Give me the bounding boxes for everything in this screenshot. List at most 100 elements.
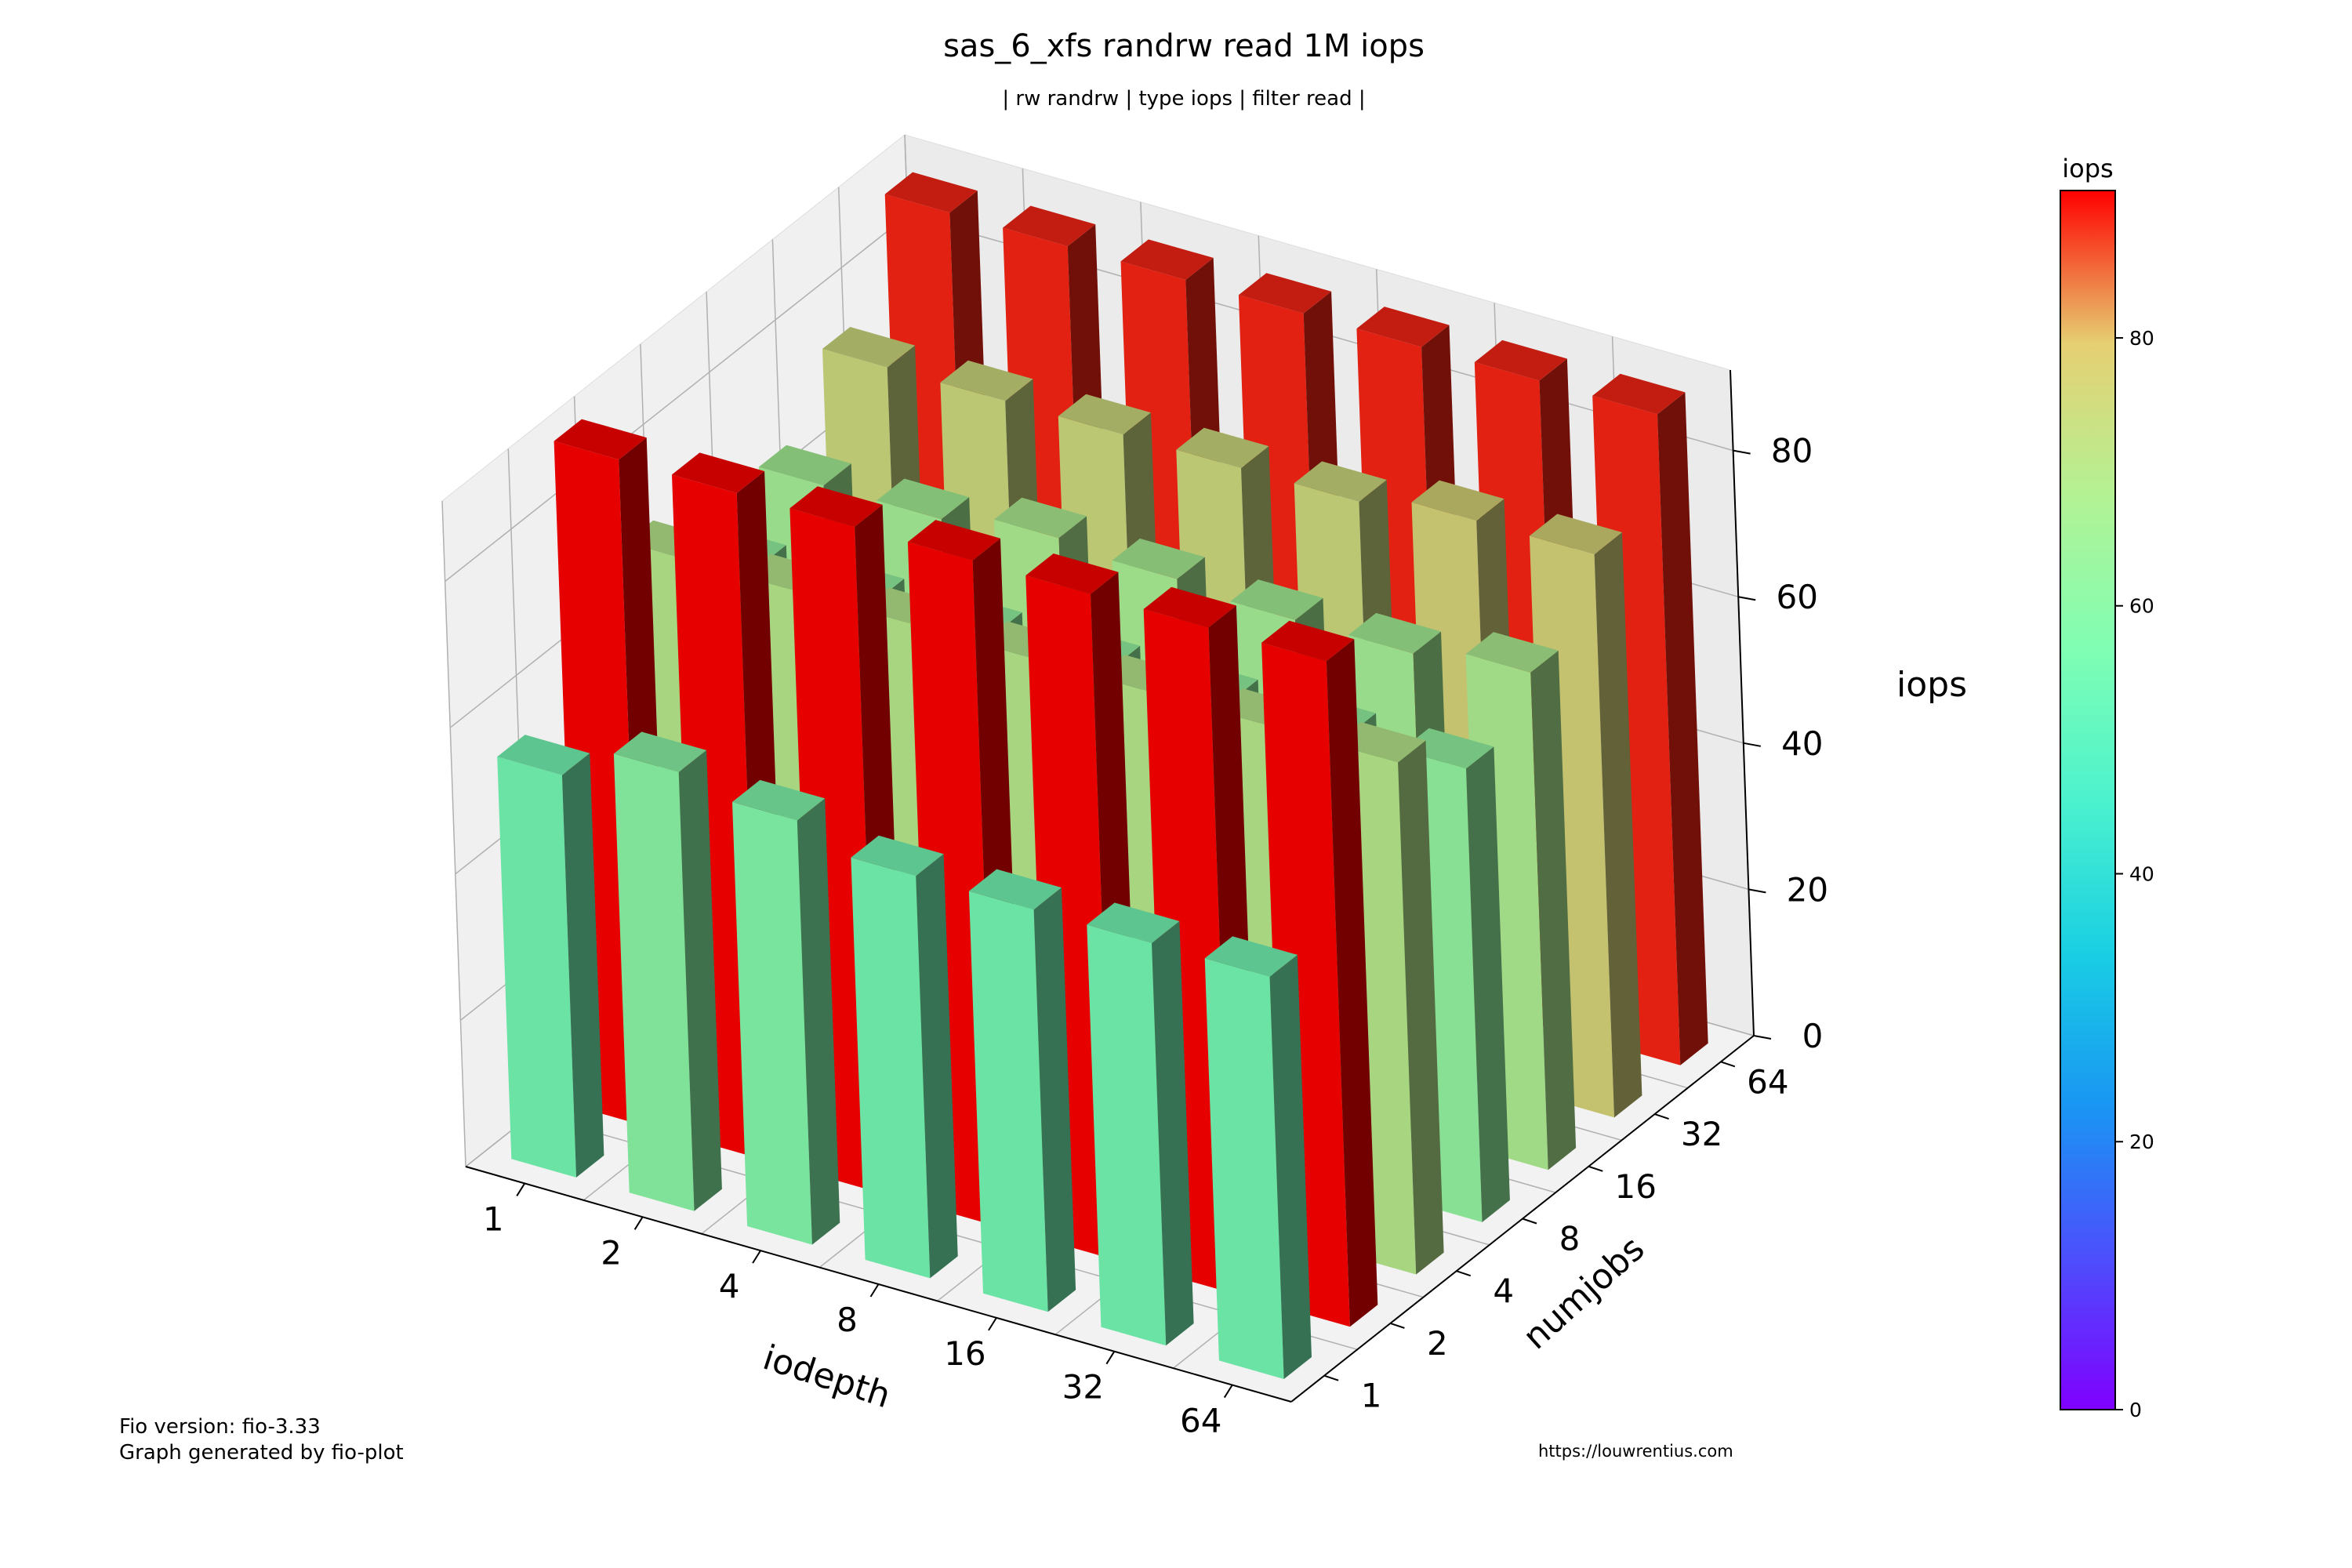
bar-side-face <box>1466 746 1510 1222</box>
colorbar-tick-label: 20 <box>2129 1131 2154 1153</box>
bar-top-face <box>1058 394 1151 435</box>
chart-subtitle: | rw randrw | type iops | filter read | <box>1002 87 1365 111</box>
bar-top-face <box>822 327 916 368</box>
bar-side-face <box>1657 392 1708 1065</box>
chart-title: sas_6_xfs randrw read 1M iops <box>943 28 1425 64</box>
x-tick-label: 16 <box>944 1334 985 1373</box>
bar-top-face <box>907 520 1000 561</box>
bar-front-face <box>968 891 1048 1312</box>
bar-top-face <box>613 731 707 772</box>
bar-top-face <box>1465 632 1559 673</box>
bar-front-face <box>613 753 695 1211</box>
x-tick-mark <box>988 1317 997 1331</box>
y-tick-label: 4 <box>1493 1272 1514 1310</box>
bar-front-face <box>497 757 576 1178</box>
bar-1-8 <box>851 835 958 1279</box>
y-tick-mark <box>1588 1165 1603 1172</box>
x-tick-mark <box>633 1216 644 1230</box>
bar-side-face <box>1594 532 1642 1118</box>
bar-front-face <box>851 857 931 1279</box>
z-tick-label: 40 <box>1781 724 1823 763</box>
z-tick-mark <box>1738 596 1756 601</box>
bar-top-face <box>732 779 826 821</box>
y-tick-mark <box>1390 1322 1405 1329</box>
bar-side-face <box>1152 921 1194 1346</box>
bar-top-face <box>1592 373 1686 415</box>
bar-top-face <box>1356 307 1450 347</box>
colorbar-tick-label: 60 <box>2129 595 2154 618</box>
colorbar-tick-label: 80 <box>2129 327 2154 350</box>
x-tick-mark <box>869 1283 880 1298</box>
x-tick-mark <box>516 1182 526 1196</box>
z-tick-mark <box>1743 742 1761 747</box>
z-tick-label: 60 <box>1776 578 1817 616</box>
bar-top-face <box>789 486 883 527</box>
z-tick-label: 0 <box>1802 1017 1824 1055</box>
bar-side-face <box>561 753 604 1178</box>
y-tick-label: 2 <box>1427 1324 1448 1363</box>
y-tick-mark <box>1654 1113 1669 1120</box>
bar-top-face <box>1474 339 1567 381</box>
bar-top-face <box>884 172 978 213</box>
bars <box>497 172 1708 1379</box>
bar-side-face <box>1530 650 1577 1171</box>
z-tick-label: 80 <box>1771 432 1813 470</box>
x-tick-mark <box>1105 1351 1116 1365</box>
bar-top-face <box>1087 902 1180 943</box>
x-tick-label: 1 <box>483 1200 504 1238</box>
x-tick-label: 2 <box>601 1233 622 1272</box>
bar-front-face <box>1204 958 1284 1379</box>
bar-top-face <box>1112 538 1205 579</box>
colorbar-tick-label: 40 <box>2129 862 2154 885</box>
z-axis-label: iops <box>1896 665 1967 705</box>
bar-top-face <box>1120 239 1214 280</box>
colorbar-tick-label: 0 <box>2129 1399 2142 1421</box>
colorbar-ticks: 0 20 40 60 80 <box>2115 327 2154 1421</box>
bar-side-face <box>1398 740 1444 1275</box>
axis-ticks: 1 2 4 8 16 32 64 1 2 4 8 16 32 64 0 20 40 60 80 <box>483 432 1828 1440</box>
bar-1-1 <box>497 735 604 1178</box>
bar-top-face <box>554 419 647 460</box>
x-tick-mark <box>752 1250 761 1264</box>
bar-top-face <box>1204 936 1298 977</box>
bar-top-face <box>1176 427 1269 469</box>
x-tick-label: 4 <box>719 1267 740 1305</box>
y-tick-label: 32 <box>1681 1115 1722 1153</box>
y-tick-mark <box>1456 1270 1472 1277</box>
colorbar: iops 0 20 40 60 80 <box>2060 154 2154 1421</box>
bar-1-16 <box>968 869 1076 1312</box>
bar-top-face <box>993 497 1087 539</box>
bar-side-face <box>1033 887 1076 1312</box>
bar-1-2 <box>613 731 722 1211</box>
source-url: https://louwrentius.com <box>1538 1442 1733 1461</box>
bar-1-4 <box>732 779 840 1245</box>
y-axis-label: numjobs <box>1515 1229 1652 1357</box>
bar-side-face <box>678 750 722 1211</box>
z-tick-mark <box>1753 1035 1772 1040</box>
bar-top-face <box>940 360 1033 401</box>
z-tick-mark <box>1733 449 1751 455</box>
bar-top-face <box>1003 205 1096 247</box>
bar-front-face <box>732 801 812 1245</box>
bar-top-face <box>1230 579 1323 620</box>
bar-side-face <box>1269 954 1312 1379</box>
bar-top-face <box>758 445 851 486</box>
bar-1-64 <box>1204 936 1312 1379</box>
x-tick-label: 32 <box>1062 1368 1104 1406</box>
y-tick-label: 16 <box>1615 1167 1657 1206</box>
y-tick-label: 64 <box>1747 1062 1788 1101</box>
bar-front-face <box>1087 924 1167 1346</box>
x-tick-label: 8 <box>837 1301 858 1339</box>
bar-top-face <box>851 835 944 877</box>
bar-side-face <box>916 854 958 1279</box>
bar-side-face <box>1326 639 1378 1327</box>
bar-top-face <box>1294 461 1387 502</box>
z-tick-label: 20 <box>1787 870 1828 909</box>
y-tick-mark <box>1720 1061 1736 1068</box>
fio-version: Fio version: fio-3.33 <box>119 1415 321 1439</box>
bar-top-face <box>497 735 590 775</box>
colorbar-label: iops <box>2062 154 2113 183</box>
bar-top-face <box>1261 620 1355 662</box>
y-tick-mark <box>1522 1218 1537 1225</box>
y-tick-label: 1 <box>1361 1377 1382 1415</box>
